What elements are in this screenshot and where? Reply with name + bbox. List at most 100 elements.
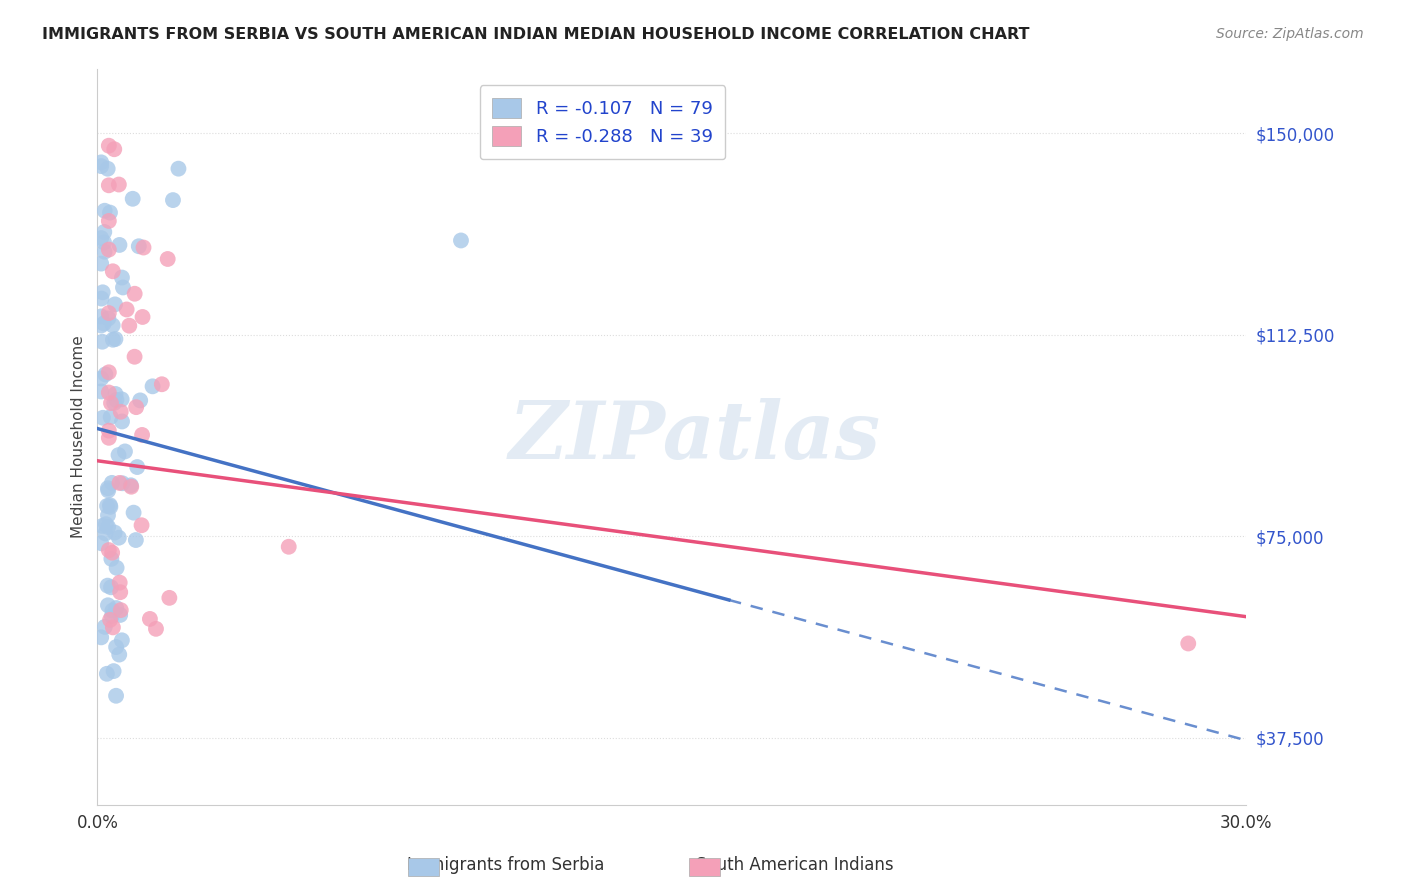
Y-axis label: Median Household Income: Median Household Income [72, 335, 86, 538]
Point [120, 478, 142, 492]
Point [93, 244, 115, 259]
Point [100, 409, 122, 424]
Point [105, 640, 128, 654]
Point [93, 203, 115, 218]
Text: Source: ZipAtlas.com: Source: ZipAtlas.com [1216, 27, 1364, 41]
Point [100, 396, 122, 410]
Point [90, 310, 112, 324]
Point [111, 476, 134, 491]
Point [90, 318, 112, 333]
Point [110, 603, 132, 617]
Point [167, 161, 190, 176]
Point [104, 525, 127, 540]
Point [98, 205, 121, 219]
Point [104, 297, 127, 311]
Point [97, 520, 120, 534]
Point [96, 499, 118, 513]
Point [120, 480, 142, 494]
Point [115, 302, 138, 317]
Point [101, 333, 124, 347]
Point [101, 604, 124, 618]
Point [97, 178, 120, 193]
Point [122, 506, 145, 520]
Point [91, 410, 114, 425]
Point [131, 428, 153, 442]
Point [90, 371, 112, 385]
Point [90, 257, 112, 271]
Point [108, 607, 131, 622]
Point [97, 138, 120, 153]
Point [150, 377, 173, 392]
Point [127, 460, 149, 475]
Point [125, 400, 148, 414]
Point [91, 334, 114, 349]
Point [105, 392, 128, 407]
Text: Immigrants from Serbia: Immigrants from Serbia [408, 856, 605, 874]
Point [94, 526, 117, 541]
Point [97, 424, 120, 438]
Point [97, 483, 120, 498]
Point [94, 517, 117, 532]
Point [110, 405, 132, 419]
Point [97, 214, 120, 228]
Point [118, 318, 141, 333]
Point [101, 475, 124, 490]
Point [101, 264, 124, 278]
Point [97, 579, 120, 593]
Point [97, 481, 120, 495]
Point [103, 142, 125, 156]
Point [108, 575, 131, 590]
Point [97, 365, 120, 379]
Point [111, 270, 134, 285]
Point [101, 620, 124, 634]
Point [124, 286, 146, 301]
Point [103, 664, 125, 678]
Point [131, 518, 153, 533]
Point [96, 666, 118, 681]
Point [97, 385, 120, 400]
Point [97, 243, 120, 257]
Point [110, 585, 132, 599]
Point [97, 508, 120, 523]
Point [129, 393, 152, 408]
Point [93, 317, 115, 331]
Point [97, 311, 120, 326]
Point [97, 599, 120, 613]
Text: South American Indians: South American Indians [696, 856, 893, 874]
Point [97, 161, 120, 176]
Point [111, 415, 134, 429]
Point [104, 387, 127, 401]
Point [145, 622, 167, 636]
Point [105, 689, 128, 703]
Point [108, 648, 131, 662]
Point [131, 310, 153, 324]
Point [90, 536, 112, 550]
Point [97, 543, 120, 558]
Point [277, 540, 299, 554]
Point [90, 631, 112, 645]
Point [94, 368, 117, 382]
Point [1177, 636, 1199, 650]
Point [94, 620, 117, 634]
Point [90, 384, 112, 399]
Point [93, 225, 115, 239]
Point [91, 285, 114, 300]
Point [100, 551, 122, 566]
Point [105, 601, 128, 615]
Point [128, 239, 150, 253]
Point [108, 531, 131, 545]
Point [101, 318, 124, 333]
Point [156, 252, 179, 266]
Point [108, 178, 131, 192]
Point [103, 396, 125, 410]
Point [450, 234, 472, 248]
Point [108, 475, 131, 490]
Point [125, 533, 148, 547]
Point [111, 633, 134, 648]
Point [105, 561, 128, 575]
Text: ZIPatlas: ZIPatlas [509, 398, 880, 475]
Point [90, 292, 112, 306]
Point [108, 238, 131, 252]
Point [157, 591, 180, 605]
Point [124, 350, 146, 364]
